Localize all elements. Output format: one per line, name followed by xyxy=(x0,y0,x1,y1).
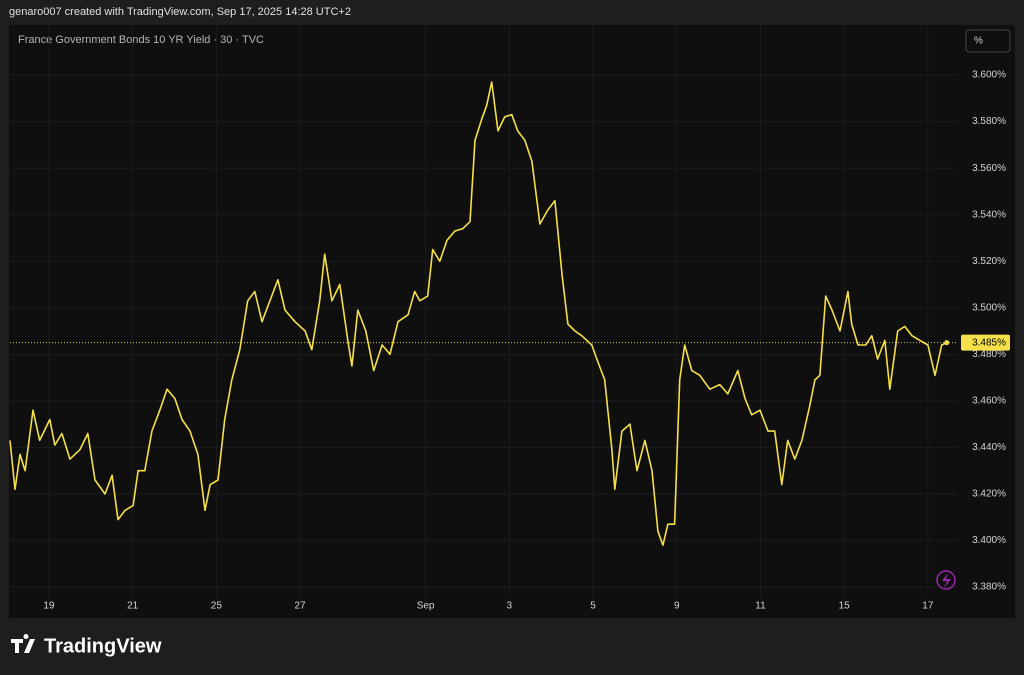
x-tick-label: 15 xyxy=(839,601,851,612)
last-price-badge xyxy=(961,334,1010,351)
logo-mark xyxy=(11,633,35,653)
x-tick-label: Sep xyxy=(417,601,435,612)
last-point xyxy=(944,340,950,346)
x-tick-label: 25 xyxy=(211,601,223,612)
unit-button[interactable] xyxy=(965,29,1011,53)
y-tick-label: 3.400% xyxy=(972,535,1006,546)
y-tick-label: 3.500% xyxy=(972,302,1006,313)
alert-icon[interactable] xyxy=(936,570,956,590)
chart-title: France Government Bonds 10 YR Yield · 30… xyxy=(18,34,264,46)
y-tick-label: 3.560% xyxy=(972,163,1006,174)
credit: genaro007 created with TradingView.com, … xyxy=(9,6,351,18)
last-price-label: 3.485% xyxy=(972,337,1006,348)
y-tick-label: 3.600% xyxy=(972,70,1006,81)
x-tick-label: 9 xyxy=(674,601,680,612)
price-line-series xyxy=(9,81,948,546)
x-tick-label: 11 xyxy=(755,601,766,612)
y-tick-label: 3.440% xyxy=(972,442,1006,453)
x-tick-label: 3 xyxy=(507,601,513,612)
logo-text: TradingView xyxy=(44,635,162,657)
y-tick-label: 3.540% xyxy=(972,209,1006,220)
y-tick-label: 3.460% xyxy=(972,396,1006,407)
x-tick-label: 27 xyxy=(294,601,306,612)
unit-button-label[interactable]: % xyxy=(974,36,983,47)
y-tick-label: 3.580% xyxy=(972,116,1006,127)
logo[interactable]: TradingView xyxy=(11,633,162,657)
chart-panel xyxy=(9,25,1015,618)
plot: 3.380% 3.400% 3.420% 3.440% 3.460% 3.480% 3.50… xyxy=(9,25,1010,612)
y-tick-label: 3.520% xyxy=(972,256,1006,267)
x-tick-label: 21 xyxy=(127,601,139,612)
x-tick-label: 19 xyxy=(43,601,55,612)
alert-bolt xyxy=(942,573,951,588)
y-tick-label: 3.420% xyxy=(972,489,1006,500)
x-tick-label: 5 xyxy=(590,601,596,612)
y-tick-label: 3.480% xyxy=(972,349,1006,360)
x-tick-label: 17 xyxy=(922,601,934,612)
y-tick-label: 3.380% xyxy=(972,582,1006,593)
